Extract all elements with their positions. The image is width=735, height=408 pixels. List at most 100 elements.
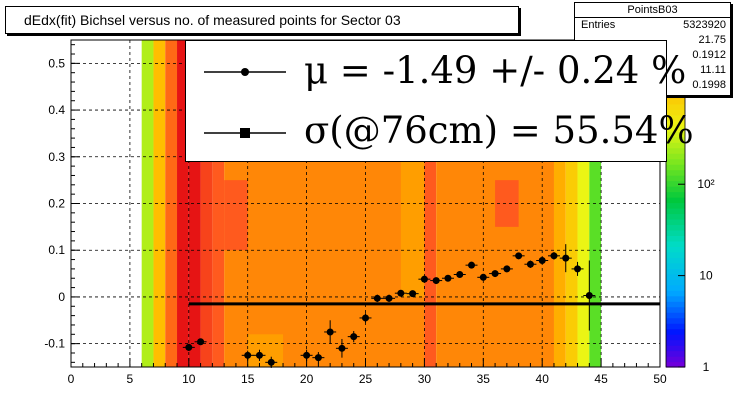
stats-value: 21.75	[698, 34, 726, 46]
palette-segment	[666, 328, 685, 335]
palette-segment	[666, 334, 685, 341]
palette-segment	[666, 361, 685, 368]
x-tick-label: 0	[68, 372, 75, 386]
data-point	[373, 294, 381, 302]
data-point	[550, 252, 558, 260]
palette-segment	[666, 158, 685, 165]
stats-key: Entries	[581, 19, 616, 31]
data-point	[479, 273, 487, 281]
data-point	[338, 344, 346, 352]
palette-segment	[666, 323, 685, 330]
palette-segment	[666, 317, 685, 324]
palette-segment	[666, 120, 685, 127]
heatmap-column	[177, 40, 189, 367]
palette-segment	[666, 290, 685, 297]
data-point	[326, 328, 334, 336]
palette-segment	[666, 186, 685, 193]
palette-tick-label: 10²	[697, 177, 714, 191]
data-point	[267, 358, 275, 366]
y-tick-label: -0.1	[44, 337, 65, 351]
palette-segment	[666, 202, 685, 209]
heatmap-column	[153, 40, 166, 367]
palette-segment	[666, 142, 685, 149]
palette-segment	[666, 235, 685, 242]
data-point	[397, 289, 405, 297]
data-point	[574, 265, 582, 273]
data-point	[562, 254, 570, 262]
heatmap-cell	[400, 156, 425, 297]
palette-segment	[666, 180, 685, 187]
palette-segment	[666, 229, 685, 236]
data-point	[491, 270, 499, 278]
x-tick-label: 25	[359, 372, 373, 386]
palette-segment	[666, 224, 685, 231]
palette-segment	[666, 350, 685, 357]
stats-row: 0.1998	[575, 78, 730, 93]
data-point	[244, 351, 252, 359]
chart-title-box: dEdx(fit) Bichsel versus no. of measured…	[5, 6, 519, 34]
data-point	[538, 256, 546, 264]
palette-segment	[666, 131, 685, 138]
heatmap-column	[212, 40, 225, 367]
palette-segment	[666, 257, 685, 264]
data-point	[585, 292, 593, 300]
stats-row: 21.75	[575, 33, 730, 48]
x-tick-label: 5	[127, 372, 134, 386]
heatmap-cell	[495, 180, 519, 227]
x-tick-label: 35	[477, 372, 491, 386]
stats-value: 0.1998	[692, 79, 726, 91]
palette-segment	[666, 246, 685, 253]
palette-segment	[666, 109, 685, 116]
palette-tick-label: 1	[703, 360, 710, 374]
palette-segment	[666, 153, 685, 160]
palette-segment	[666, 306, 685, 313]
data-point	[350, 333, 358, 341]
x-tick-label: 40	[536, 372, 550, 386]
palette-segment	[666, 262, 685, 269]
palette-segment	[666, 191, 685, 198]
legend-marker-circle	[241, 68, 249, 76]
palette-segment	[666, 345, 685, 352]
data-point	[503, 265, 511, 273]
data-point	[197, 338, 205, 346]
data-point	[526, 260, 534, 268]
palette-segment	[666, 136, 685, 143]
heatmap-column	[141, 40, 154, 367]
palette-segment	[666, 284, 685, 291]
palette-segment	[666, 268, 685, 275]
palette-segment	[666, 125, 685, 132]
palette-segment	[666, 301, 685, 308]
palette-segment	[666, 356, 685, 363]
heatmap-column	[424, 40, 437, 367]
palette-segment	[666, 218, 685, 226]
palette-segment	[666, 164, 685, 171]
palette-segment	[666, 207, 685, 215]
stats-row: 0.1912	[575, 48, 730, 63]
legend-entry-mu: μ = -1.49 +/- 0.24 %	[304, 49, 687, 92]
palette-segment	[666, 273, 685, 280]
palette-segment	[666, 98, 685, 105]
palette-tick-label: 10	[699, 269, 713, 283]
x-tick-label: 45	[594, 372, 608, 386]
heatmap-cell	[247, 334, 284, 367]
stats-value: 0.1912	[692, 49, 726, 61]
legend-marker-square	[240, 128, 250, 138]
data-point	[303, 351, 311, 359]
palette-segment	[666, 251, 685, 258]
palette-segment	[666, 279, 685, 286]
stats-value: 11.11	[700, 64, 726, 76]
data-point	[420, 275, 428, 283]
y-tick-label: 0.3	[48, 150, 65, 164]
heatmap-column	[188, 40, 201, 367]
palette-segment	[666, 240, 685, 247]
data-point	[456, 271, 464, 279]
y-tick-label: 0	[58, 290, 65, 304]
legend-markers	[204, 68, 286, 138]
x-tick-label: 10	[182, 372, 196, 386]
data-point	[409, 290, 417, 298]
palette-segment	[666, 197, 685, 204]
data-point	[515, 252, 523, 260]
heatmap-cell	[224, 180, 248, 251]
y-tick-label: 0.4	[48, 103, 65, 117]
heatmap-column	[200, 40, 213, 367]
